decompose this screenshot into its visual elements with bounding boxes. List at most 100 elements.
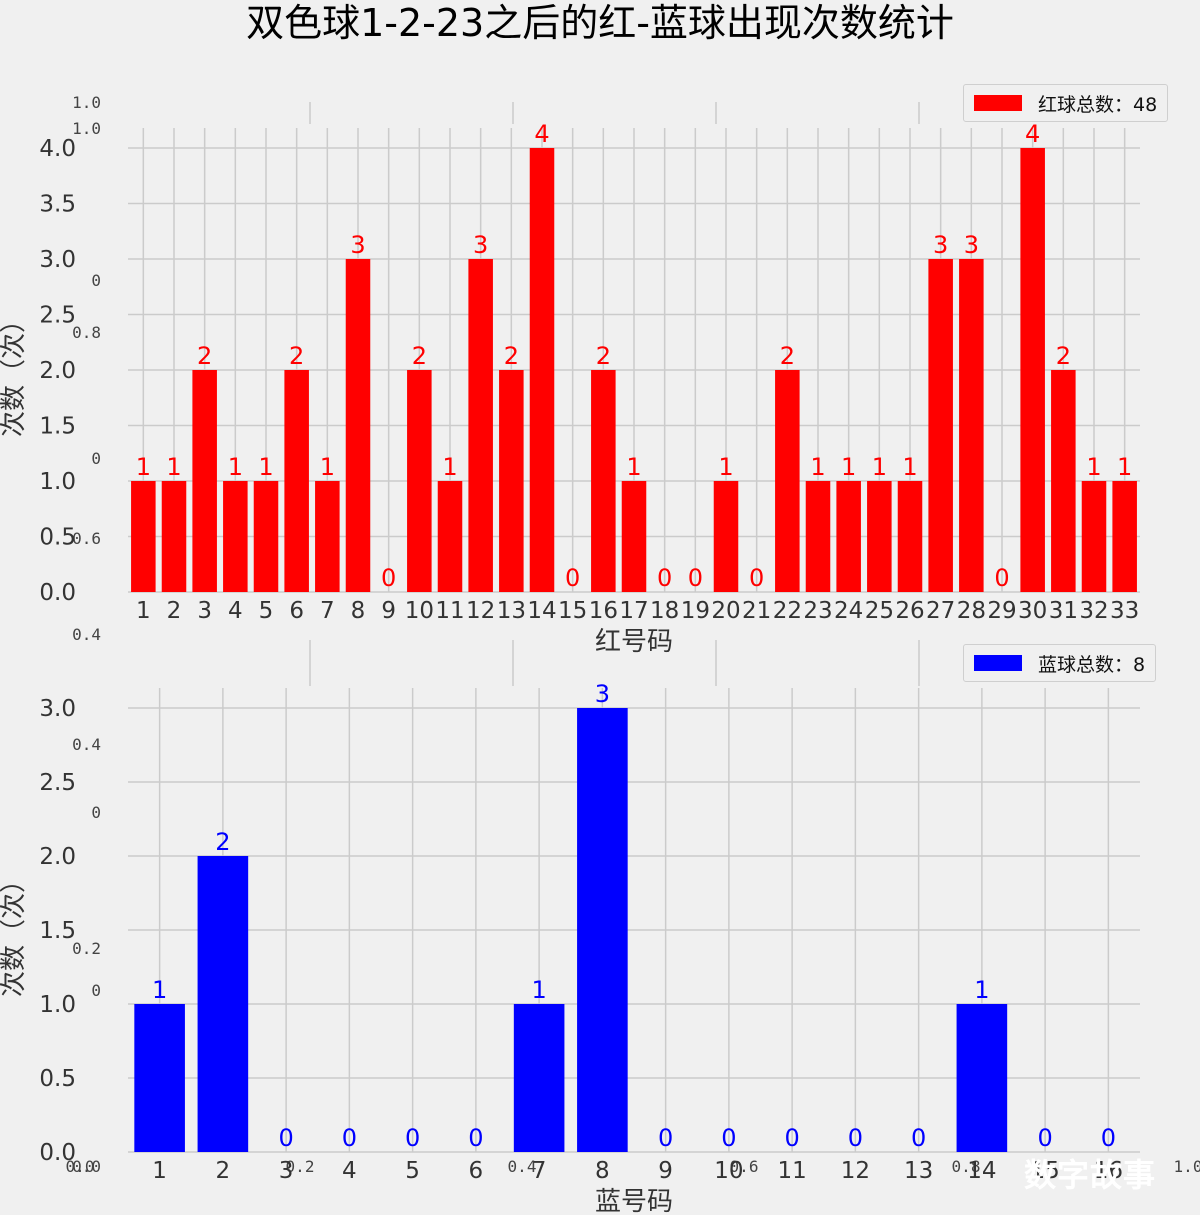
red-chart-xtick-label: 21	[742, 598, 771, 624]
red-ball-chart: 0.00.51.01.52.02.53.03.54.01112231415261…	[0, 120, 1140, 657]
red-chart-value-label: 0	[657, 564, 672, 592]
blue-chart-ytick-label: 1.5	[39, 918, 76, 944]
red-chart-xtick-label: 31	[1049, 598, 1078, 624]
blue-chart-ylabel: 次数（次）	[0, 867, 29, 997]
blue-chart-value-label: 1	[531, 976, 546, 1004]
ghost-left-tick-label: 0	[91, 449, 101, 468]
blue-legend-label: 蓝球总数：8	[1038, 653, 1146, 676]
blue-ball-chart: 0.00.51.01.52.02.53.01122030405061738090…	[0, 680, 1140, 1215]
ghost-left-tick-label: 0.6	[72, 529, 101, 548]
ghost-bottom-tick-label: 0.6	[730, 1157, 759, 1176]
blue-chart-xtick-label: 11	[777, 1158, 806, 1184]
blue-chart-value-label: 0	[342, 1124, 357, 1152]
ghost-axis-layer: 1.0 1.0 0 0.8 0 0.6 0.4 0.4 0 0.2 0 0.00.0 0.2 0.4 0.6…	[66, 93, 1200, 1176]
red-chart-xtick-label: 27	[926, 598, 955, 624]
blue-chart-xtick-label: 7	[532, 1158, 547, 1184]
red-chart-bar	[713, 481, 739, 592]
red-chart-bar	[284, 370, 309, 592]
red-chart-bar	[131, 481, 156, 592]
red-chart-ytick-label: 3.5	[39, 192, 76, 218]
red-chart-xtick-label: 1	[136, 598, 151, 624]
red-chart-xtick-label: 29	[987, 598, 1016, 624]
blue-chart-value-label: 3	[595, 680, 610, 708]
red-chart-bar	[867, 481, 892, 592]
red-chart-value-label: 0	[749, 564, 764, 592]
red-chart-bar	[836, 481, 861, 592]
red-chart-bar	[253, 481, 279, 592]
red-chart-bar	[1020, 148, 1045, 592]
blue-chart-value-label: 0	[278, 1124, 293, 1152]
red-chart-xtick-label: 12	[466, 598, 495, 624]
ghost-left-tick-label: 0	[91, 271, 101, 290]
watermark: 数字故事	[1024, 1156, 1157, 1194]
blue-chart-value-label: 0	[848, 1124, 863, 1152]
blue-chart-xtick-label: 8	[595, 1158, 610, 1184]
ghost-left-tick-label: 1.0	[72, 93, 101, 112]
red-chart-bar	[928, 259, 953, 592]
red-chart-bar	[192, 370, 217, 592]
blue-chart-bar	[197, 856, 249, 1152]
red-legend-swatch	[974, 95, 1022, 111]
red-chart-value-label: 1	[136, 453, 151, 481]
blue-chart-bar	[134, 1004, 185, 1152]
ghost-left-tick-label: 0	[91, 981, 101, 1000]
page-title: 双色球1-2-23之后的红-蓝球出现次数统计	[246, 1, 954, 45]
blue-chart-xtick-label: 13	[904, 1158, 933, 1184]
blue-chart-value-label: 0	[1037, 1124, 1052, 1152]
red-chart-value-label: 0	[381, 564, 396, 592]
red-chart-value-label: 3	[933, 231, 948, 259]
ghost-bottom-tick-label: 0.8	[952, 1157, 981, 1176]
red-chart-ytick-label: 0.5	[39, 525, 76, 551]
blue-chart-value-label: 0	[721, 1124, 736, 1152]
red-chart-xtick-label: 18	[650, 598, 679, 624]
blue-chart-ytick-label: 2.5	[39, 770, 76, 796]
red-chart-bar	[591, 370, 616, 592]
red-legend-label: 红球总数：48	[1038, 93, 1158, 116]
red-chart-bar	[1051, 370, 1076, 592]
blue-chart-xtick-label: 2	[216, 1158, 231, 1184]
blue-chart-xtick-label: 4	[342, 1158, 357, 1184]
red-chart-ylabel: 次数（次）	[0, 307, 29, 437]
blue-chart-value-label: 1	[152, 976, 167, 1004]
blue-chart-xtick-label: 15	[1030, 1158, 1059, 1184]
red-chart-xtick-label: 28	[957, 598, 986, 624]
red-chart-xtick-label: 6	[289, 598, 304, 624]
red-chart-ytick-label: 3.0	[39, 247, 76, 273]
red-chart-xtick-label: 11	[435, 598, 464, 624]
red-chart-value-label: 2	[289, 342, 304, 370]
red-chart-xtick-label: 23	[803, 598, 832, 624]
red-chart-bar	[959, 259, 984, 592]
red-chart-value-label: 1	[810, 453, 825, 481]
red-chart-xtick-label: 14	[527, 598, 556, 624]
red-chart-ytick-label: 0.0	[39, 580, 76, 606]
red-legend: 红球总数：48	[963, 84, 1169, 122]
red-chart-xtick-label: 10	[405, 598, 434, 624]
red-chart-bar	[529, 148, 555, 592]
red-chart-value-label: 1	[718, 453, 733, 481]
red-chart-ytick-label: 2.0	[39, 358, 76, 384]
red-chart-value-label: 1	[320, 453, 335, 481]
red-chart-bar	[407, 370, 432, 592]
blue-chart-bar	[513, 1004, 565, 1152]
red-chart-xtick-label: 9	[381, 598, 396, 624]
red-chart-xtick-label: 24	[834, 598, 863, 624]
red-chart-bar	[345, 259, 371, 592]
red-chart-xtick-label: 25	[865, 598, 894, 624]
ghost-bottom-tick-label: 0.0	[66, 1157, 95, 1176]
red-chart-value-label: 3	[350, 231, 365, 259]
red-chart-xtick-label: 22	[773, 598, 802, 624]
red-chart-bar	[437, 481, 463, 592]
blue-chart-value-label: 0	[784, 1124, 799, 1152]
blue-chart-value-label: 0	[468, 1124, 483, 1152]
red-chart-xtick-label: 5	[259, 598, 274, 624]
red-chart-value-label: 0	[994, 564, 1009, 592]
red-chart-xtick-label: 3	[197, 598, 212, 624]
blue-chart-xtick-label: 1	[152, 1158, 167, 1184]
blue-chart-xtick-label: 3	[279, 1158, 294, 1184]
ghost-bottom-tick-label: 0.4	[508, 1157, 537, 1176]
ghost-bottom-tick-label: 0.2	[286, 1157, 315, 1176]
red-chart-bar	[468, 259, 493, 592]
red-chart-value-label: 2	[780, 342, 795, 370]
red-chart-xtick-label: 7	[320, 598, 335, 624]
red-chart-value-label: 3	[473, 231, 488, 259]
